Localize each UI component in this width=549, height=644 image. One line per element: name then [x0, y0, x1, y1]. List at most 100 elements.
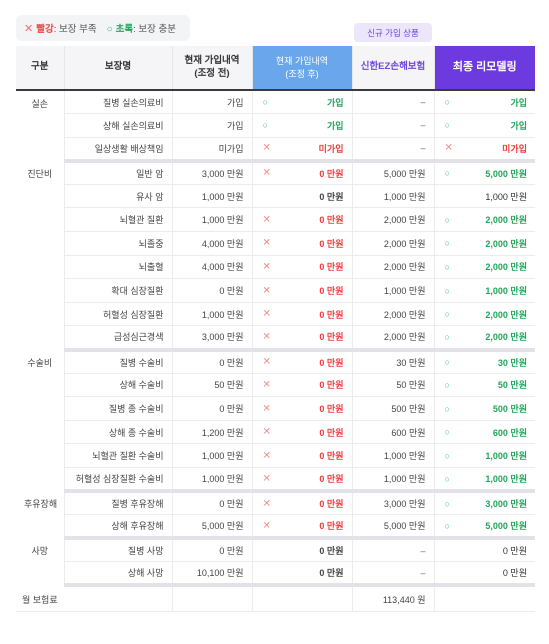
table-row: 질병 종 수술비 0 만원 ✕ 0 만원 500 만원 ○ 500 만원 — [16, 396, 535, 421]
remodel-cell: ○ 가입 — [434, 90, 535, 115]
remodel-value: 2,000 만원 — [485, 215, 527, 226]
circle-mark-icon: ○ — [444, 309, 450, 320]
adjusted-cell: 0 만원 — [252, 184, 353, 209]
circle-mark-icon: ○ — [444, 331, 450, 342]
remodel-value: 1,000 만원 — [485, 286, 527, 297]
circle-mark-icon: ○ — [444, 97, 450, 108]
adjusted-value: 0 만원 — [319, 521, 344, 532]
current-value: 0 만원 — [172, 396, 253, 421]
remodel-value: 30 만원 — [497, 357, 527, 368]
table-row: 뇌혈관 질환 수술비 1,000 만원 ✕ 0 만원 1,000 만원 ○ 1,000 만원 — [16, 443, 535, 468]
remodel-cell: 0 만원 — [434, 561, 535, 588]
shinhan-value: – — [352, 561, 435, 588]
remodel-value: 0 만원 — [502, 568, 527, 579]
remodel-cell: ○ 2,000 만원 — [434, 231, 535, 256]
adjusted-cell: 0 만원 — [252, 561, 353, 588]
remodel-cell: ○ 3,000 만원 — [434, 491, 535, 516]
remodel-cell: ○ 5,000 만원 — [434, 160, 535, 185]
table-header-row: 구분 보장명 현재 가입내역 (조정 전) 현재 가입내역 (조정 후) 신한EZ손… — [16, 46, 535, 90]
current-value: 3,000 만원 — [172, 160, 253, 185]
table-row: 진단비 일반 암 3,000 만원 ✕ 0 만원 5,000 만원 ○ 5,000 만원 — [16, 160, 535, 350]
current-value: 4,000 만원 — [172, 231, 253, 256]
current-value: 4,000 만원 — [172, 255, 253, 280]
adjusted-cell: ○ 가입 — [252, 113, 353, 138]
adjusted-cell: ✕ 미가입 — [252, 137, 353, 163]
adjusted-value: 0 만원 — [319, 332, 344, 343]
current-value: 가입 — [172, 90, 253, 115]
current-value: 1,200 만원 — [172, 420, 253, 445]
coverage-name: 확대 심장질환 — [64, 278, 173, 303]
shinhan-value: 2,000 만원 — [352, 207, 435, 233]
coverage-name: 일반 암 — [64, 160, 173, 185]
remodel-cell: ○ 1,000 만원 — [434, 443, 535, 468]
table-row: 수술비 질병 수술비 0 만원 ✕ 0 만원 30 만원 ○ 30 만원 — [16, 349, 535, 492]
table-row: 상해 후유장해 5,000 만원 ✕ 0 만원 5,000 만원 ○ 5,000 만원 — [16, 514, 535, 541]
current-value: 0 만원 — [172, 278, 253, 303]
total-shinhan: 113,440 원 — [352, 585, 435, 612]
legend-green: ○ 초록: 보장 충분 — [106, 24, 177, 35]
coverage-name: 뇌출혈 — [64, 255, 173, 280]
x-mark-icon: ✕ — [262, 498, 271, 510]
remodel-cell: ○ 2,000 만원 — [434, 302, 535, 327]
shinhan-value: – — [352, 113, 435, 138]
adjusted-value: 0 만원 — [319, 168, 344, 179]
circle-mark-icon: ○ — [106, 24, 113, 35]
current-value: 미가입 — [172, 137, 253, 163]
adjusted-cell: ✕ 0 만원 — [252, 255, 353, 280]
remodel-cell: ○ 2,000 만원 — [434, 207, 535, 233]
x-mark-icon: ✕ — [444, 142, 453, 154]
coverage-name: 질병 후유장해 — [64, 491, 173, 516]
table-row: 실손 질병 실손의료비 가입 ○ 가입 – ○ 가입 — [16, 90, 535, 161]
coverage-table: 구분 보장명 현재 가입내역 (조정 전) 현재 가입내역 (조정 후) 신한EZ손… — [16, 46, 535, 612]
current-value: 1,000 만원 — [172, 302, 253, 327]
coverage-name: 상해 후유장해 — [64, 514, 173, 541]
coverage-name: 뇌혈관 질환 수술비 — [64, 443, 173, 468]
adjusted-cell: ✕ 0 만원 — [252, 349, 353, 374]
adjusted-cell: ✕ 0 만원 — [252, 491, 353, 516]
adjusted-value: 0 만원 — [319, 262, 344, 273]
adjusted-value: 0 만원 — [319, 238, 344, 249]
current-value: 1,000 만원 — [172, 467, 253, 494]
table-row: 유사 암 1,000 만원 0 만원 1,000 만원 1,000 만원 — [16, 184, 535, 209]
circle-mark-icon: ○ — [444, 120, 450, 131]
x-mark-icon: ✕ — [262, 403, 271, 415]
circle-mark-icon: ○ — [444, 379, 450, 390]
adjusted-cell: ✕ 0 만원 — [252, 160, 353, 185]
remodel-cell: 0 만원 — [434, 538, 535, 563]
remodel-value: 가입 — [510, 120, 527, 131]
current-value: 1,000 만원 — [172, 184, 253, 209]
circle-mark-icon: ○ — [444, 214, 450, 225]
table-row: 상해 사망 10,100 만원 0 만원 –0 만원 — [16, 561, 535, 588]
table-row: 뇌혈관 질환 1,000 만원 ✕ 0 만원 2,000 만원 ○ 2,000 만원 — [16, 207, 535, 233]
remodel-cell: ○ 2,000 만원 — [434, 255, 535, 280]
category-cell: 수술비 — [16, 349, 65, 492]
x-mark-icon: ✕ — [262, 285, 271, 297]
shinhan-value: 1,000 만원 — [352, 467, 435, 494]
remodel-value: 미가입 — [502, 143, 527, 154]
coverage-name: 질병 종 수술비 — [64, 396, 173, 421]
shinhan-value: 5,000 만원 — [352, 160, 435, 185]
coverage-name: 유사 암 — [64, 184, 173, 209]
shinhan-value: 2,000 만원 — [352, 325, 435, 352]
coverage-name: 허혈성 심장질환 수술비 — [64, 467, 173, 494]
shinhan-value: 2,000 만원 — [352, 302, 435, 327]
circle-mark-icon: ○ — [444, 238, 450, 249]
shinhan-value: 1,000 만원 — [352, 443, 435, 468]
category-cell: 사망 — [16, 538, 65, 586]
shinhan-value: 1,000 만원 — [352, 184, 435, 209]
table-row: 상해 종 수술비 1,200 만원 ✕ 0 만원 600 만원 ○ 600 만원 — [16, 420, 535, 445]
remodel-value: 2,000 만원 — [485, 238, 527, 249]
x-mark-icon: ✕ — [262, 167, 271, 179]
x-mark-icon: ✕ — [262, 379, 271, 391]
adjusted-value: 0 만원 — [319, 215, 344, 226]
remodel-value: 600 만원 — [492, 427, 527, 438]
adjusted-value: 미가입 — [318, 143, 344, 154]
circle-mark-icon: ○ — [444, 427, 450, 438]
category-cell: 실손 — [16, 90, 65, 161]
coverage-name: 일상생활 배상책임 — [64, 137, 173, 163]
x-mark-icon: ✕ — [262, 308, 271, 320]
x-mark-icon: ✕ — [262, 426, 271, 438]
adjusted-cell: 0 만원 — [252, 538, 353, 563]
x-mark-icon: ✕ — [262, 214, 271, 226]
coverage-name: 상해 사망 — [64, 561, 173, 588]
